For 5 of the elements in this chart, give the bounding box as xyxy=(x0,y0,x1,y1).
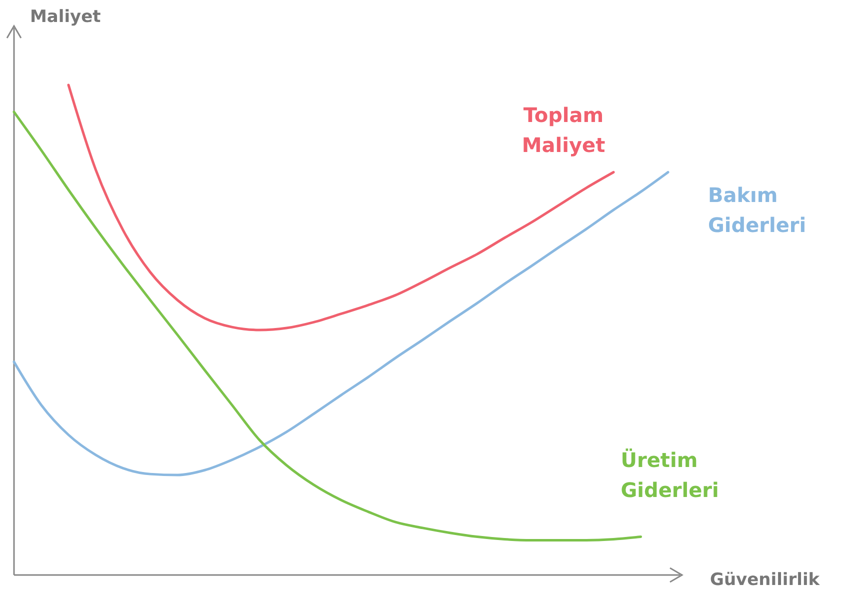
text: Bakım Giderleri xyxy=(708,183,806,238)
series-label: Toplam Maliyet xyxy=(522,103,606,158)
y-axis-title: Maliyet xyxy=(30,7,101,27)
series-label: Üretim Giderleri xyxy=(620,448,719,502)
x-axis-title: Güvenilirlik xyxy=(710,570,820,590)
